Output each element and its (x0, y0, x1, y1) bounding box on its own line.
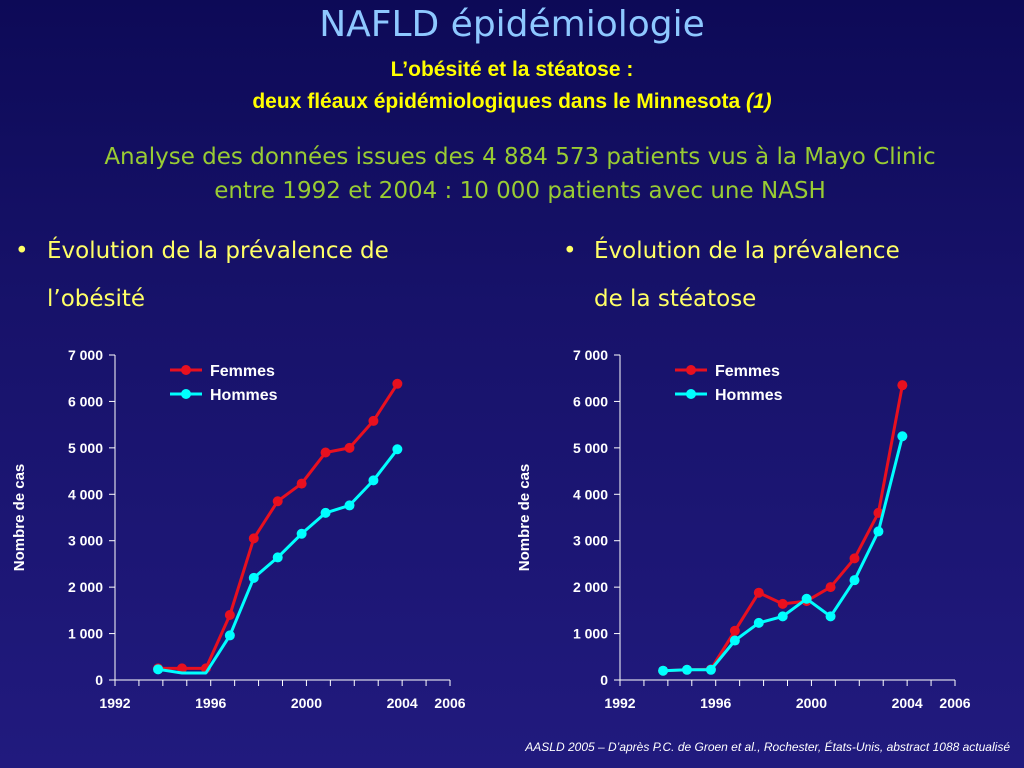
data-point-femmes (296, 478, 307, 489)
x-tick-label: 2004 (892, 695, 923, 711)
y-tick-label: 6 000 (68, 393, 103, 409)
x-tick-label: 2004 (387, 695, 418, 711)
data-point-femmes (753, 587, 764, 598)
subtitle-reference: (1) (745, 90, 772, 113)
y-tick-label: 0 (95, 672, 103, 688)
y-tick-label: 4 000 (68, 486, 103, 502)
y-tick-label: 7 000 (68, 347, 103, 363)
left-bullet-dot: • (15, 238, 29, 264)
data-point-hommes (682, 664, 692, 675)
slide-title: NAFLD épidémiologie (319, 4, 705, 45)
data-point-femmes (897, 380, 908, 391)
y-tick-label: 1 000 (68, 626, 103, 642)
data-point-femmes (224, 610, 235, 620)
x-tick-label: 2000 (796, 695, 827, 711)
obesity-chart: 0 1 000 2 000 3 000 4 000 5 000 6 000 7 000 1992… (11, 347, 466, 711)
legend-swatch-marker (181, 365, 191, 375)
slide-subtitle-line1: L’obésité et la stéatose : (390, 58, 634, 81)
data-point-hommes (320, 507, 331, 518)
data-point-hommes (392, 444, 403, 455)
x-tick-label: 2006 (434, 695, 465, 711)
y-tick-label: 0 (600, 672, 608, 688)
x-tick-label: 1992 (604, 695, 635, 711)
data-point-femmes (825, 582, 836, 593)
data-point-hommes (897, 431, 908, 442)
data-point-hommes (272, 552, 283, 563)
series-line-femmes (663, 384, 904, 673)
legend-swatch-marker (686, 365, 696, 375)
y-axis-label: Nombre de cas (516, 464, 533, 572)
x-tick-label: 1992 (99, 695, 130, 711)
data-point-hommes (825, 611, 836, 622)
data-point-femmes (392, 378, 403, 389)
legend-label: Femmes (210, 363, 275, 380)
data-point-femmes (849, 553, 860, 564)
data-point-femmes (248, 533, 259, 544)
data-point-hommes (224, 630, 235, 641)
y-tick-label: 1 000 (573, 626, 608, 642)
y-tick-label: 3 000 (573, 533, 608, 549)
series-line-hommes (663, 435, 904, 673)
steatosis-chart: 0 1 000 2 000 3 000 4 000 5 000 6 000 7 000 1992… (516, 347, 971, 711)
data-point-femmes (368, 415, 379, 426)
right-bullet-line1: Évolution de la prévalence (594, 238, 900, 264)
data-point-hommes (729, 635, 740, 646)
data-point-hommes (344, 500, 355, 511)
y-tick-label: 5 000 (68, 440, 103, 456)
intro-line2: entre 1992 et 2004 : 10 000 patients ave… (214, 178, 826, 204)
legend-swatch-marker (181, 389, 191, 399)
x-tick-label: 1996 (195, 695, 226, 711)
y-tick-label: 4 000 (573, 486, 608, 502)
right-bullet-dot: • (563, 238, 577, 264)
intro-line1: Analyse des données issues des 4 884 573… (104, 144, 936, 170)
data-point-femmes (320, 447, 331, 458)
data-point-femmes (272, 496, 283, 507)
y-tick-label: 7 000 (573, 347, 608, 363)
x-tick-label: 2000 (291, 695, 322, 711)
y-tick-label: 5 000 (573, 440, 608, 456)
source-footnote: AASLD 2005 – D’après P.C. de Groen et al… (525, 740, 1010, 754)
y-tick-label: 2 000 (68, 579, 103, 595)
y-tick-label: 3 000 (68, 533, 103, 549)
subtitle-main-text: deux fléaux épidémiologiques dans le Min… (252, 90, 746, 113)
y-tick-label: 6 000 (573, 393, 608, 409)
data-point-hommes (705, 664, 716, 675)
x-tick-label: 2006 (939, 695, 970, 711)
data-point-hommes (777, 611, 788, 622)
data-point-hommes (153, 664, 164, 675)
data-point-hommes (368, 475, 379, 486)
data-point-femmes (344, 442, 355, 453)
legend-label: Femmes (715, 363, 780, 380)
left-bullet-line1: Évolution de la prévalence de (47, 238, 389, 264)
y-axis-label: Nombre de cas (11, 464, 28, 572)
data-point-hommes (801, 593, 812, 604)
data-point-hommes (658, 665, 669, 676)
y-tick-label: 2 000 (573, 579, 608, 595)
right-bullet-line2: de la stéatose (594, 286, 757, 312)
legend-label: Hommes (715, 387, 783, 404)
data-point-hommes (849, 575, 860, 586)
left-bullet-line2: l’obésité (47, 286, 146, 312)
data-point-hommes (248, 572, 259, 583)
legend-label: Hommes (210, 387, 278, 404)
data-point-femmes (729, 625, 740, 636)
x-tick-label: 1996 (700, 695, 731, 711)
series-line-femmes (158, 382, 399, 670)
data-point-femmes (777, 598, 788, 609)
slide-subtitle-line2: deux fléaux épidémiologiques dans le Min… (0, 90, 1024, 114)
data-point-hommes (296, 528, 307, 539)
legend-swatch-marker (686, 389, 696, 399)
data-point-hommes (873, 526, 884, 537)
data-point-femmes (177, 663, 187, 674)
data-point-hommes (753, 617, 764, 628)
